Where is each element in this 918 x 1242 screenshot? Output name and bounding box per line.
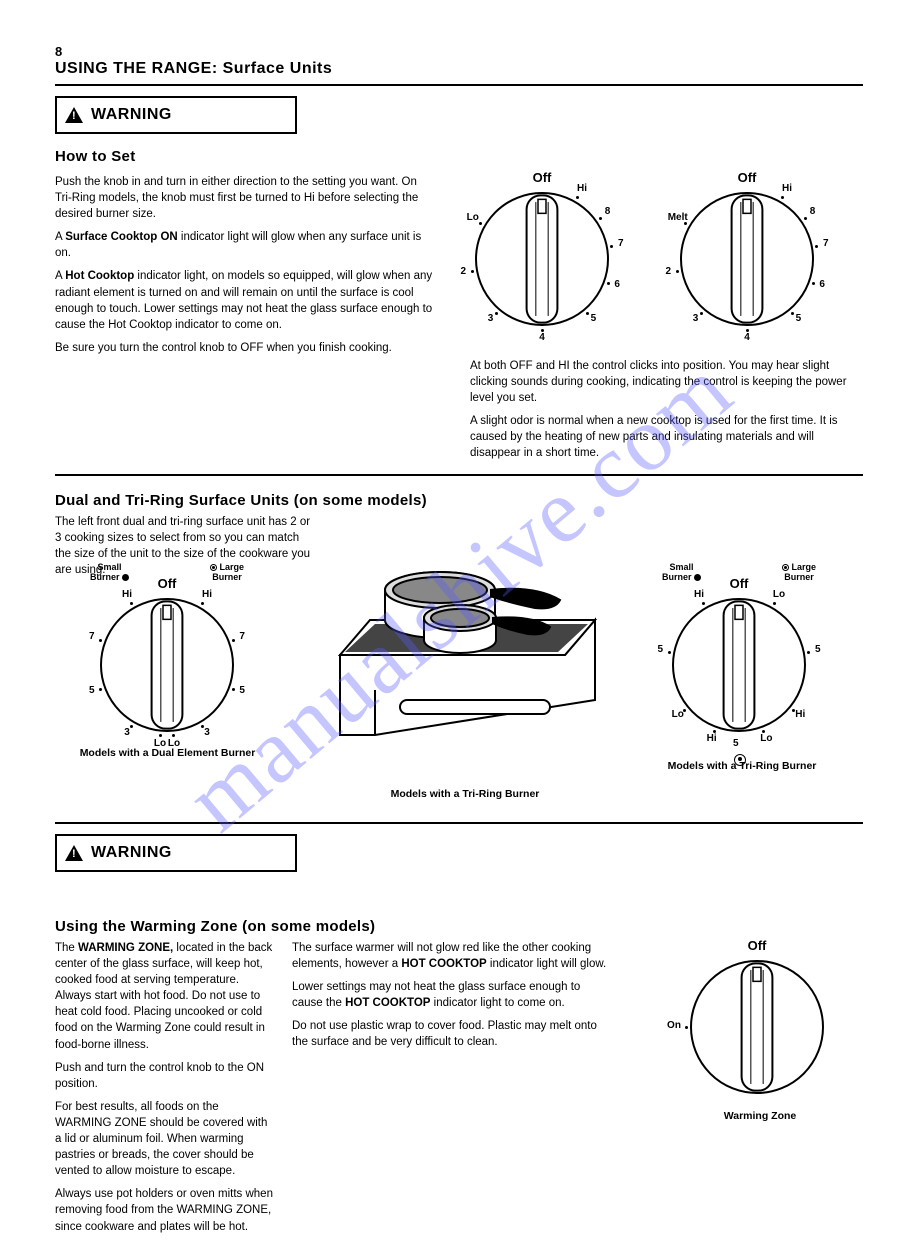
warning-box-2: WARNING	[55, 834, 297, 872]
section1-para2: A Surface Cooktop ON indicator light wil…	[55, 229, 435, 261]
section1-para3: A Hot Cooktop indicator light, on models…	[55, 268, 435, 332]
knob-melt: OffHi8765432Melt	[680, 192, 814, 326]
knob-dual: OffHi753LoHi753LoSmallBurner LargeBurner	[100, 598, 234, 732]
caption-warming: Warming Zone	[680, 1110, 840, 1122]
section1-para4: Be sure you turn the control knob to OFF…	[55, 340, 435, 356]
warning-label: WARNING	[91, 106, 172, 124]
rule-1	[55, 84, 863, 86]
caption-tri: Models with a Tri-Ring Burner	[652, 760, 832, 772]
knob-tri-ring: OffHi5LoHiLo5HiLoSmallBurner LargeBurner…	[672, 598, 806, 732]
section3-right-para3: Do not use plastic wrap to cover food. P…	[292, 1018, 612, 1050]
section1-title: How to Set	[55, 146, 435, 167]
section1-para1: Push the knob in and turn in either dire…	[55, 174, 435, 222]
warning-icon	[65, 107, 83, 123]
section3-right-para1: The surface warmer will not glow red lik…	[292, 940, 612, 972]
rule-3	[55, 822, 863, 824]
warning-icon	[65, 845, 83, 861]
section3-right-para2: Lower settings may not heat the glass su…	[292, 979, 612, 1011]
cooktop-illustration	[330, 560, 600, 755]
section3-title: Using the Warming Zone (on some models)	[55, 916, 863, 937]
knob-warming-zone: OffOn	[690, 960, 824, 1094]
page-title: USING THE RANGE: Surface Units	[55, 60, 332, 78]
section1-right-para1: At both OFF and HI the control clicks in…	[470, 358, 860, 406]
warning-box-1: WARNING	[55, 96, 297, 134]
section3-para4: Always use pot holders or oven mitts whe…	[55, 1186, 273, 1234]
knob-standard: OffHi8765432Lo	[475, 192, 609, 326]
warning-label-2: WARNING	[91, 844, 172, 862]
rule-2	[55, 474, 863, 476]
caption-cooktop: Models with a Tri-Ring Burner	[330, 788, 600, 800]
section3-para3: For best results, all foods on the WARMI…	[55, 1099, 273, 1179]
section2-title: Dual and Tri-Ring Surface Units (on some…	[55, 490, 863, 511]
caption-dual: Models with a Dual Element Burner	[65, 747, 270, 759]
section3-para1: The WARMING ZONE, located in the back ce…	[55, 940, 273, 1053]
page-number: 8	[55, 44, 63, 59]
section1-right-para2: A slight odor is normal when a new cookt…	[470, 413, 860, 461]
section3-para2: Push and turn the control knob to the ON…	[55, 1060, 273, 1092]
